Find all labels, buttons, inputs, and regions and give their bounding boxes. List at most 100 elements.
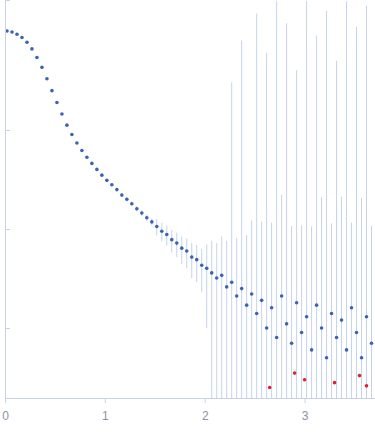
point [70, 133, 74, 137]
point [205, 267, 209, 271]
error-bar [371, 226, 372, 398]
x-tick-label: 3 [302, 409, 309, 423]
point [335, 336, 339, 340]
point [95, 168, 99, 172]
y-tick-mark [5, 130, 10, 131]
y-tick-mark [5, 229, 10, 230]
point [345, 348, 349, 352]
error-bar [326, 11, 327, 398]
point [270, 306, 274, 310]
point [155, 225, 159, 229]
error-bar [261, 222, 262, 398]
point [165, 233, 169, 237]
point [290, 341, 294, 345]
error-bar [366, 6, 367, 398]
point [293, 371, 297, 375]
error-bar [181, 236, 182, 264]
point [55, 101, 59, 105]
point [285, 322, 289, 326]
point [310, 348, 314, 352]
error-bar [311, 226, 312, 398]
point [360, 356, 364, 360]
point [300, 331, 304, 335]
error-bar [191, 243, 192, 278]
error-bar [266, 53, 267, 398]
point [325, 356, 329, 360]
point [220, 274, 224, 278]
x-tick-label: 2 [202, 409, 209, 423]
error-bar [216, 243, 217, 398]
point [110, 183, 114, 187]
point [240, 287, 244, 291]
y-tick [5, 229, 10, 230]
point [180, 246, 184, 250]
point [150, 220, 154, 224]
point [65, 123, 69, 127]
error-bar [286, 23, 287, 398]
point [370, 341, 374, 345]
plot-area: 0 1 2 3 [2, 1, 375, 423]
point [120, 193, 124, 197]
points [5, 29, 373, 359]
error-bar [231, 82, 232, 398]
point [40, 66, 44, 70]
point [320, 326, 324, 330]
point [90, 162, 94, 166]
point [330, 312, 334, 316]
x-tick: 1 [102, 398, 109, 423]
point [105, 179, 109, 183]
point [125, 197, 129, 201]
error-bar [226, 241, 227, 398]
point [340, 318, 344, 322]
point [50, 89, 54, 93]
point [30, 47, 34, 51]
point [255, 312, 259, 316]
error-bar [201, 249, 202, 292]
x-tick-label: 1 [102, 409, 109, 423]
x-tick-mark [105, 398, 106, 403]
error-bar [186, 239, 187, 269]
point [295, 301, 299, 305]
point [170, 238, 174, 242]
point [365, 315, 369, 319]
point [230, 280, 234, 284]
error-bar [206, 244, 207, 328]
point [225, 285, 229, 289]
point [268, 386, 272, 390]
error-bars [7, 1, 372, 398]
error-bar [346, 1, 347, 398]
point [160, 229, 164, 233]
x-axis-line [6, 399, 375, 404]
point [235, 294, 239, 298]
point [355, 331, 359, 335]
error-bar [251, 220, 252, 398]
point [100, 173, 104, 177]
point [135, 207, 139, 211]
error-bar [341, 197, 342, 398]
error-bar [211, 241, 212, 398]
point [75, 141, 79, 145]
point [85, 156, 89, 160]
point [35, 56, 39, 60]
point [275, 336, 279, 340]
y-tick [5, 130, 10, 131]
point [280, 294, 284, 298]
point [60, 112, 64, 116]
error-bar [196, 245, 197, 282]
x-tick: 2 [202, 398, 209, 423]
point [200, 263, 204, 267]
error-bar [361, 198, 362, 398]
error-bar [301, 225, 302, 398]
point [185, 249, 189, 253]
point [210, 271, 214, 275]
error-bar [256, 14, 257, 398]
error-bar [271, 223, 272, 398]
point [358, 374, 362, 378]
point [80, 149, 84, 153]
error-bar [351, 223, 352, 398]
point [265, 326, 269, 330]
error-bar [221, 236, 222, 398]
point [15, 32, 19, 36]
point [190, 255, 194, 259]
x-tick: 0 [2, 398, 9, 423]
